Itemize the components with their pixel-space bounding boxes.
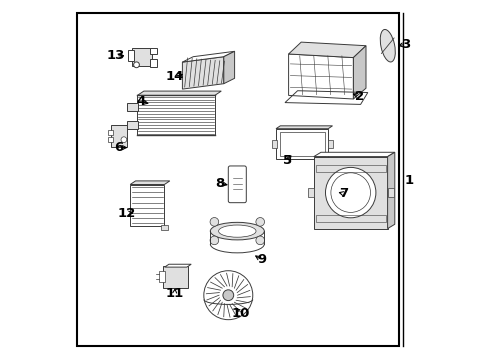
Text: 3: 3 [400, 38, 409, 51]
Polygon shape [130, 181, 169, 184]
Bar [149, 59, 157, 67]
Polygon shape [288, 54, 353, 99]
FancyBboxPatch shape [111, 125, 127, 147]
Text: 11: 11 [165, 287, 183, 300]
Circle shape [210, 236, 218, 245]
Bar [313, 157, 387, 229]
Text: 6: 6 [114, 141, 123, 154]
Bar [130, 184, 164, 226]
Bar [77, 13, 399, 346]
Text: 9: 9 [257, 253, 266, 266]
Bar [107, 130, 113, 135]
Circle shape [121, 137, 126, 143]
Bar [107, 137, 113, 142]
Bar [279, 132, 324, 156]
Circle shape [203, 271, 252, 320]
Text: 2: 2 [354, 90, 364, 103]
Ellipse shape [210, 222, 264, 240]
Bar [159, 271, 165, 282]
Polygon shape [164, 264, 191, 267]
Bar [272, 140, 276, 148]
Polygon shape [313, 152, 394, 157]
Bar [126, 121, 138, 129]
Text: 1: 1 [404, 174, 413, 186]
Bar [275, 129, 327, 159]
Bar [128, 50, 133, 61]
Text: 7: 7 [338, 187, 347, 200]
Polygon shape [182, 57, 224, 89]
FancyBboxPatch shape [228, 166, 246, 203]
Polygon shape [288, 42, 365, 58]
Polygon shape [182, 51, 234, 62]
Bar [161, 225, 168, 230]
Text: 13: 13 [106, 49, 125, 62]
Bar [149, 48, 157, 54]
Text: 10: 10 [231, 307, 249, 320]
Circle shape [210, 217, 218, 226]
Text: 5: 5 [283, 154, 292, 167]
Ellipse shape [218, 225, 256, 237]
Bar [315, 215, 385, 222]
Text: 14: 14 [165, 70, 183, 83]
Polygon shape [275, 126, 332, 129]
Bar [137, 95, 214, 135]
Circle shape [325, 167, 375, 218]
Polygon shape [224, 51, 234, 84]
FancyBboxPatch shape [163, 266, 188, 288]
Text: 8: 8 [215, 177, 224, 190]
Polygon shape [353, 46, 365, 99]
Ellipse shape [380, 30, 394, 62]
Polygon shape [137, 91, 221, 95]
Bar [327, 140, 332, 148]
Circle shape [133, 62, 139, 68]
Circle shape [223, 290, 233, 301]
Bar [387, 188, 393, 197]
Bar [308, 188, 313, 197]
Bar [315, 165, 385, 172]
Polygon shape [387, 152, 394, 229]
FancyBboxPatch shape [132, 48, 152, 66]
Circle shape [255, 217, 264, 226]
Text: 12: 12 [118, 207, 136, 220]
Text: 4: 4 [136, 95, 145, 108]
Bar [126, 103, 138, 111]
Circle shape [255, 236, 264, 245]
